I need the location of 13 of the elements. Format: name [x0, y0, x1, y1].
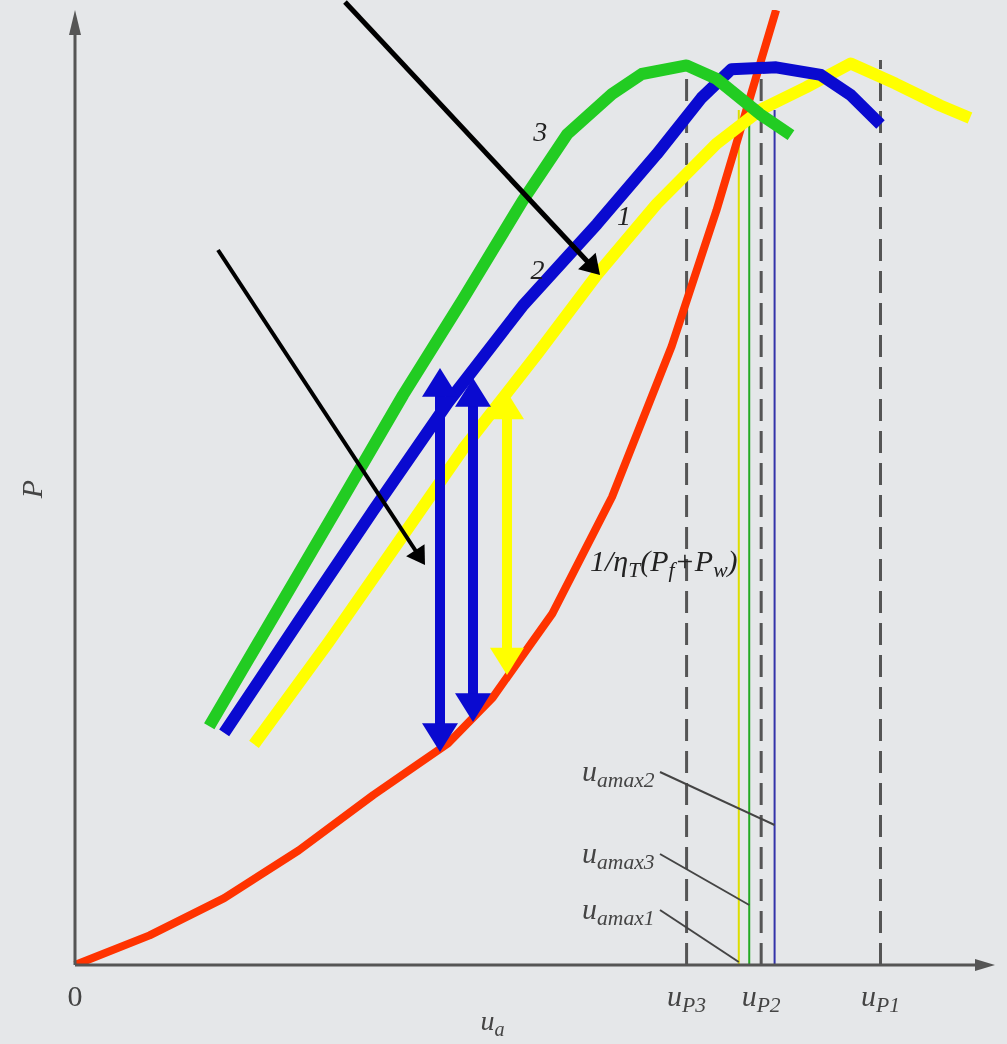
series-label: 3 — [533, 115, 548, 147]
annotation: u$_{amax1}$ — [582, 892, 655, 931]
annotation: u$_{amax2}$ — [582, 754, 655, 793]
x-tick-label: 0 — [67, 979, 83, 1012]
series-label: 1/η$_{T}$(P$_{f}$+P$_{w}$) — [590, 544, 738, 583]
annotation: u$_{amax3}$ — [582, 836, 655, 875]
y-axis-title: P — [15, 479, 49, 498]
series-label: 2 — [530, 253, 545, 285]
x-tick-label: u$_{P3}$ — [667, 979, 707, 1018]
x-tick-label: u$_{P1}$ — [861, 979, 900, 1018]
x-axis-title: u$_{a}$ — [480, 1004, 505, 1040]
series-label: 1 — [617, 200, 632, 232]
x-tick-label: u$_{P2}$ — [741, 979, 781, 1018]
